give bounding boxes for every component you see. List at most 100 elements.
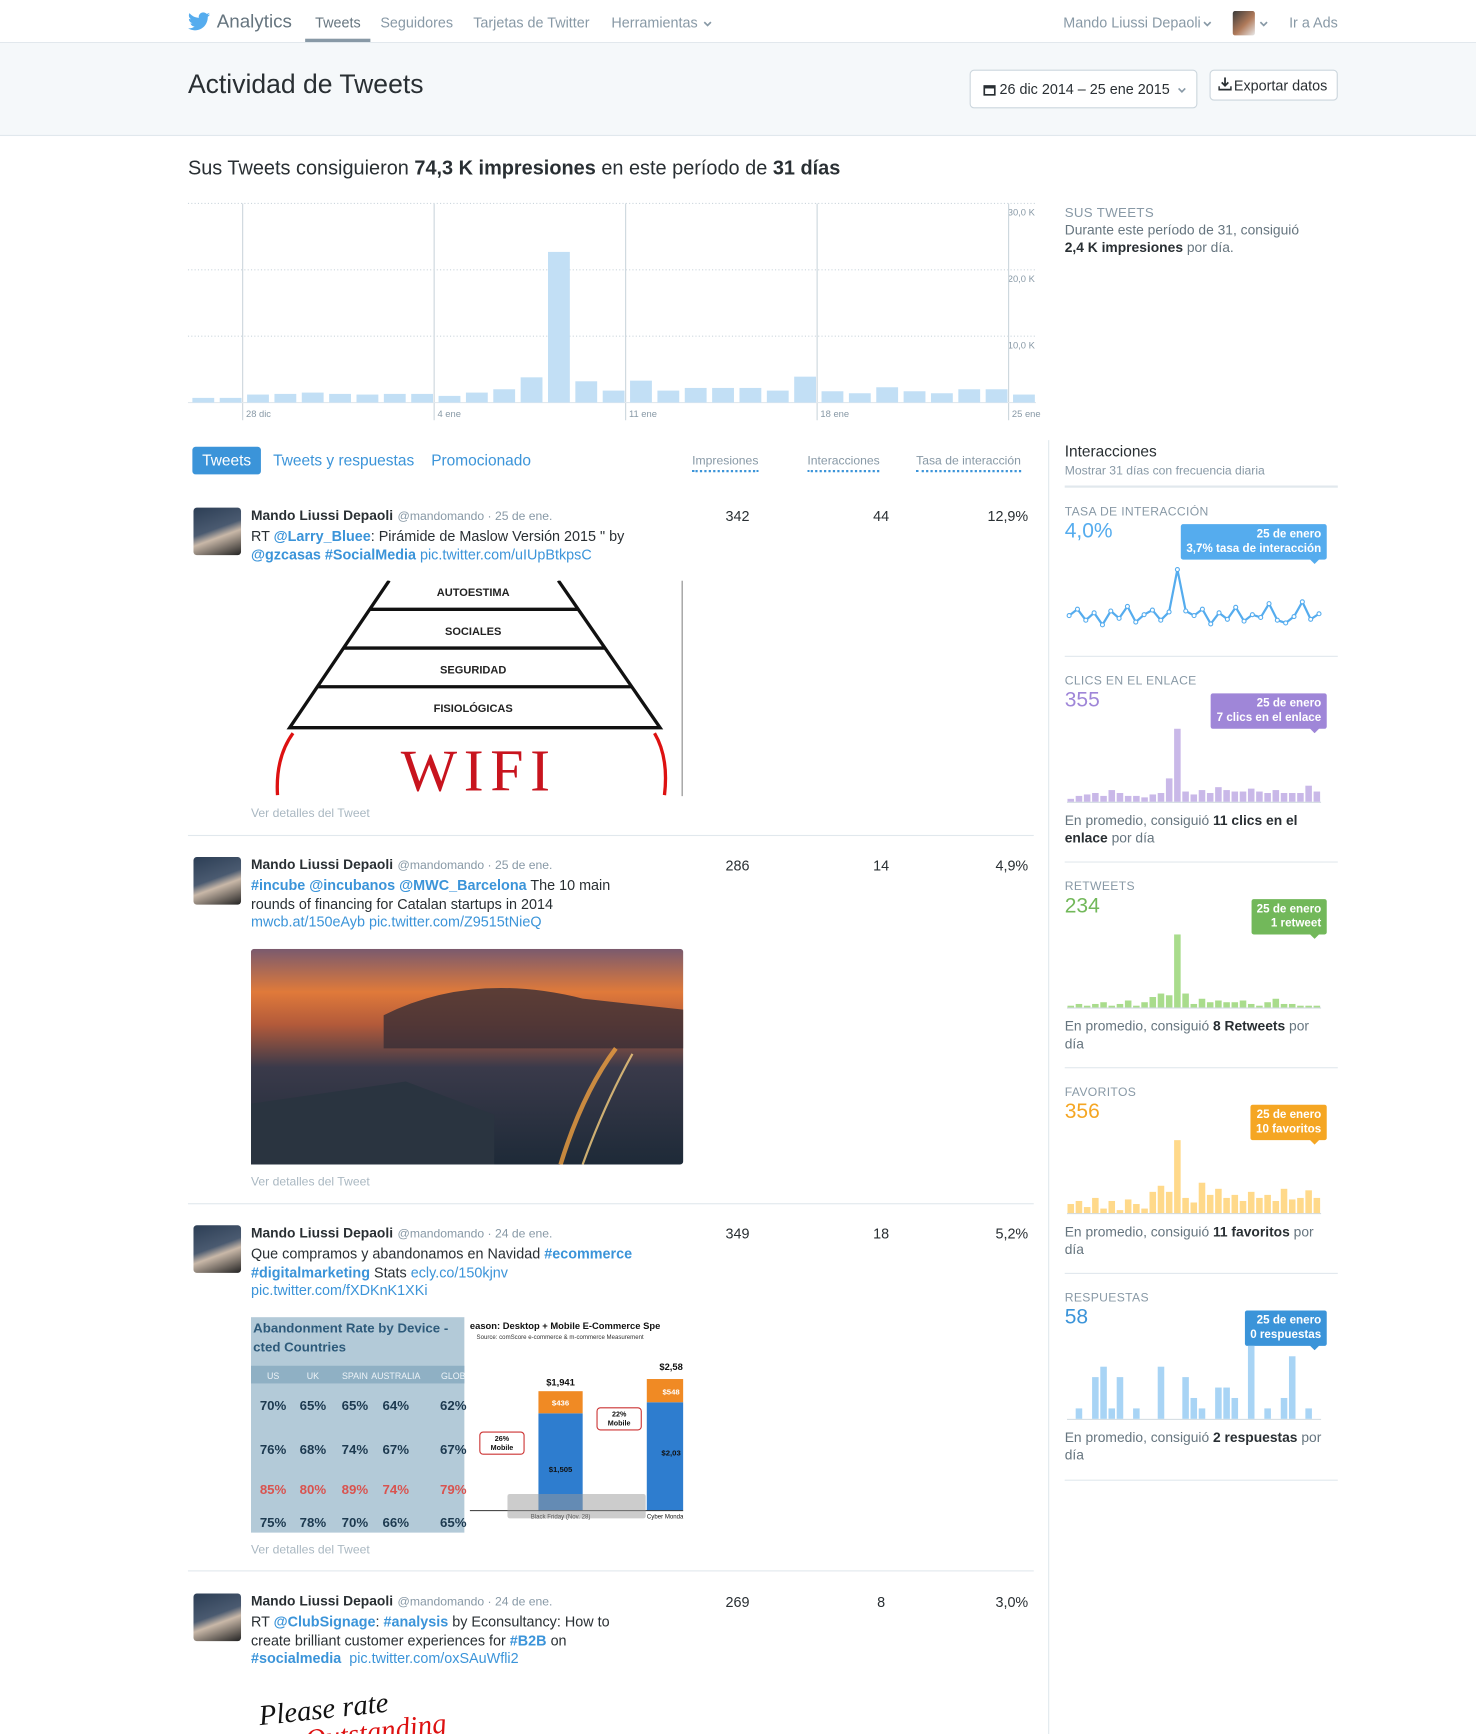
tweet-link[interactable]: pic.twitter.com/oxSAuWfli2: [341, 1649, 519, 1667]
bar: [1239, 1000, 1247, 1008]
metric-label: RESPUESTAS: [1064, 1291, 1149, 1305]
metric-average: En promedio, consiguió 8 Retweets por dí…: [1065, 1017, 1330, 1052]
bar: [1075, 1003, 1083, 1008]
info-cell: 64%: [383, 1397, 410, 1412]
callout-text: 26%: [495, 1434, 510, 1442]
info-cell: 78%: [300, 1515, 327, 1530]
sparkline-point: [1241, 618, 1247, 624]
column-header[interactable]: Interacciones: [807, 455, 880, 473]
info-cell: 70%: [260, 1397, 287, 1412]
chevron-path: [703, 21, 712, 27]
tweet-link[interactable]: mwcb.at/150eAyb pic.twitter.com/Z9515tNi…: [250, 913, 542, 931]
bar: [274, 393, 297, 403]
nav-tab[interactable]: Seguidores: [380, 14, 454, 31]
bar: [1231, 1397, 1239, 1419]
bar: [1288, 1003, 1296, 1008]
tooltip-arrow-shape: [1307, 932, 1322, 939]
user-menu[interactable]: Mando Liussi Depaoli: [1063, 14, 1201, 31]
tab[interactable]: Promocionado: [431, 451, 532, 469]
bar: [1256, 791, 1263, 802]
bar: [1182, 1197, 1189, 1214]
column-header[interactable]: Impresiones: [692, 455, 759, 473]
tweet-details-link[interactable]: Ver detalles del Tweet: [250, 807, 370, 821]
info-title: Abandonment Rate by Device -: [253, 1320, 448, 1335]
callout: [596, 1406, 642, 1430]
metric-total: 4,0%: [1064, 519, 1113, 543]
sparkline-point: [1308, 616, 1314, 622]
handle: @mandomando: [397, 509, 485, 524]
tab[interactable]: Tweets y respuestas: [273, 451, 415, 469]
tweet-link[interactable]: @ClubSignage: [273, 1613, 376, 1631]
tweet-link[interactable]: #digitalmarketing: [250, 1245, 637, 1281]
tweet-link[interactable]: #SocialMedia: [320, 545, 417, 563]
bar: [1149, 997, 1157, 1008]
tweet-link[interactable]: #analysis: [383, 1613, 449, 1631]
bar: [958, 389, 981, 403]
author[interactable]: Mando Liussi Depaoli: [250, 1593, 394, 1610]
bar: [465, 392, 488, 403]
summary-part: Sus Tweets consiguieron: [187, 157, 415, 180]
info-cell: 89%: [342, 1481, 369, 1496]
bar: [301, 392, 324, 403]
tweet-link[interactable]: @Larry_Bluee: [273, 527, 371, 545]
info-cell: 79%: [440, 1481, 467, 1496]
column-header[interactable]: Tasa de interacción: [916, 455, 1021, 473]
sparkline-point: [1141, 612, 1147, 618]
sparkline-point: [1124, 603, 1130, 609]
author[interactable]: Mando Liussi Depaoli: [250, 507, 394, 524]
date-range-button[interactable]: 26 dic 2014 – 25 ene 2015: [969, 69, 1198, 109]
bar: [1297, 1005, 1304, 1008]
nav-tab[interactable]: Herramientas: [611, 14, 698, 31]
tweet-link[interactable]: pic.twitter.com/uIUpBtkpsC: [416, 545, 592, 563]
tweet-link[interactable]: #incube: [250, 876, 306, 894]
bar: [1116, 1377, 1124, 1419]
bar-orange: [538, 1390, 583, 1413]
tooltip-text: 0 respuestas: [1250, 1328, 1322, 1342]
author[interactable]: Mando Liussi Depaoli: [250, 1225, 394, 1241]
impressions: 342: [725, 507, 750, 525]
tweet-link[interactable]: ecly.co/150kjnv pic.twitter.com/fXDKnK1X…: [250, 1263, 512, 1299]
chevron-path: [1178, 87, 1186, 93]
nav-tab[interactable]: Tarjetas de Twitter: [473, 14, 590, 31]
info-cell: 74%: [383, 1481, 410, 1496]
tooltip-arrow: [1307, 932, 1322, 939]
tweet-link[interactable]: #socialmedia: [250, 1649, 342, 1667]
metric-separator: [1064, 861, 1338, 863]
tweet-link[interactable]: @incubanos: [305, 876, 396, 894]
sparkline-point: [1091, 610, 1097, 616]
info-cell: 65%: [300, 1397, 327, 1412]
tweet-link[interactable]: #B2B: [509, 1631, 547, 1649]
info-cell: 67%: [383, 1442, 410, 1457]
red-stroke: [275, 732, 295, 796]
sparkline: [1066, 566, 1322, 628]
tweet-link[interactable]: @MWC_Barcelona: [395, 876, 527, 894]
metric-separator: [1064, 1479, 1338, 1481]
sparkline-bars: [1066, 1345, 1322, 1420]
export-button[interactable]: Exportar datos: [1209, 69, 1338, 101]
ads-link[interactable]: Ir a Ads: [1289, 14, 1338, 31]
bar: [493, 389, 516, 403]
tab-active[interactable]: Tweets: [192, 446, 261, 475]
bar: [1264, 1002, 1271, 1008]
avatar: [193, 507, 242, 556]
nav-tab[interactable]: Tweets: [315, 14, 361, 31]
bar: [438, 395, 461, 403]
author[interactable]: Mando Liussi Depaoli: [250, 857, 394, 873]
chevron-path: [1203, 21, 1212, 27]
average-part: En promedio, consiguió: [1064, 812, 1213, 829]
bar: [1313, 1197, 1321, 1214]
bar-label: $2,58: [659, 1361, 682, 1372]
tweet-link[interactable]: #ecommerce: [544, 1245, 633, 1262]
tweet-content: Mando Liussi Depaoli @mandomando · 25 de e…: [250, 507, 684, 821]
x-tick-label: 18 ene: [820, 408, 849, 419]
engagement-subtitle: Mostrar 31 días con frecuencia diaria: [1064, 464, 1265, 478]
tweet-link[interactable]: @gzcasas: [250, 545, 321, 563]
sparkline-point: [1299, 599, 1305, 605]
tweet-details-link[interactable]: Ver detalles del Tweet: [250, 1174, 370, 1189]
info-cell: 68%: [300, 1442, 327, 1457]
bar: [1264, 1194, 1271, 1214]
bar: [1215, 1000, 1222, 1008]
info-cell: 76%: [260, 1442, 287, 1457]
tweet-details-link[interactable]: Ver detalles del Tweet: [250, 1543, 370, 1557]
bar: [1198, 998, 1206, 1008]
